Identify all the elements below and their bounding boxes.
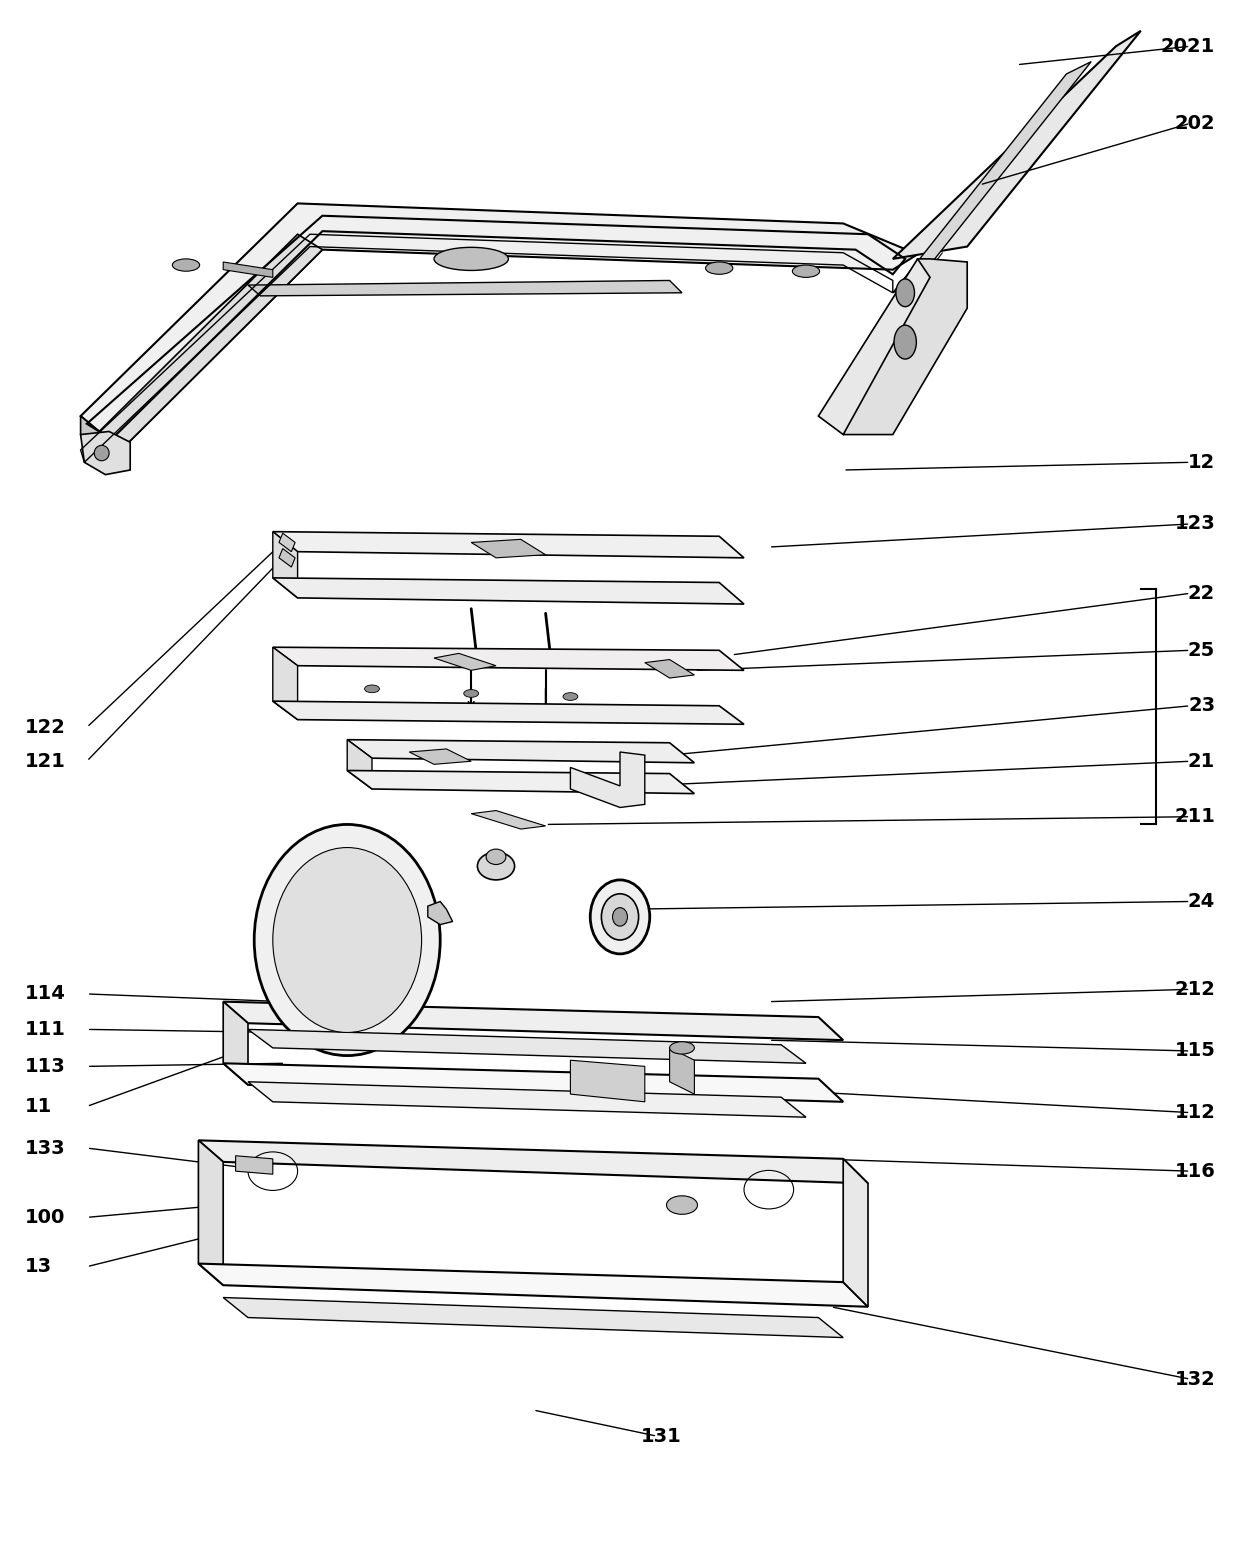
Circle shape xyxy=(273,848,422,1032)
Ellipse shape xyxy=(792,265,820,277)
Ellipse shape xyxy=(670,1042,694,1054)
Polygon shape xyxy=(81,203,918,447)
Polygon shape xyxy=(347,770,694,794)
Polygon shape xyxy=(223,1063,843,1102)
Text: 211: 211 xyxy=(1174,807,1215,826)
Polygon shape xyxy=(347,740,372,789)
Text: 22: 22 xyxy=(1188,584,1215,603)
Text: 133: 133 xyxy=(25,1139,66,1157)
Text: 111: 111 xyxy=(25,1020,66,1039)
Polygon shape xyxy=(248,1029,806,1063)
Text: 21: 21 xyxy=(1188,752,1215,770)
Ellipse shape xyxy=(477,852,515,880)
Polygon shape xyxy=(273,532,298,598)
Text: 11: 11 xyxy=(25,1097,52,1116)
Ellipse shape xyxy=(667,1196,697,1214)
Polygon shape xyxy=(645,660,694,678)
Text: 131: 131 xyxy=(641,1427,682,1445)
Polygon shape xyxy=(279,533,295,552)
Text: 12: 12 xyxy=(1188,453,1215,472)
Polygon shape xyxy=(818,259,930,435)
Polygon shape xyxy=(471,811,546,829)
Polygon shape xyxy=(409,749,471,764)
Text: 113: 113 xyxy=(25,1057,66,1076)
Polygon shape xyxy=(223,1298,843,1338)
Text: 24: 24 xyxy=(1188,892,1215,911)
Polygon shape xyxy=(198,1140,223,1285)
Text: 123: 123 xyxy=(1174,515,1215,533)
Polygon shape xyxy=(347,740,694,763)
Text: 132: 132 xyxy=(1174,1370,1215,1388)
Polygon shape xyxy=(434,653,496,670)
Ellipse shape xyxy=(613,908,627,926)
Ellipse shape xyxy=(706,262,733,274)
Ellipse shape xyxy=(895,279,915,307)
Ellipse shape xyxy=(434,248,508,271)
Polygon shape xyxy=(81,416,124,465)
Polygon shape xyxy=(279,549,295,567)
Polygon shape xyxy=(99,234,322,447)
Text: 115: 115 xyxy=(1174,1042,1215,1060)
Polygon shape xyxy=(843,259,967,435)
Polygon shape xyxy=(893,62,1091,293)
Text: 2021: 2021 xyxy=(1161,37,1215,55)
Text: 122: 122 xyxy=(25,718,66,737)
Text: 212: 212 xyxy=(1174,980,1215,999)
Ellipse shape xyxy=(590,880,650,954)
Text: 202: 202 xyxy=(1174,114,1215,133)
Ellipse shape xyxy=(486,849,506,865)
Polygon shape xyxy=(893,31,1141,259)
Polygon shape xyxy=(198,1264,868,1307)
Text: 13: 13 xyxy=(25,1257,52,1276)
Polygon shape xyxy=(248,280,682,296)
Polygon shape xyxy=(570,752,645,807)
Ellipse shape xyxy=(563,693,578,700)
Polygon shape xyxy=(273,578,744,604)
Polygon shape xyxy=(223,262,273,277)
Text: 121: 121 xyxy=(25,752,66,770)
Polygon shape xyxy=(273,701,744,724)
Polygon shape xyxy=(198,1140,868,1183)
Polygon shape xyxy=(273,532,744,558)
Ellipse shape xyxy=(894,325,916,359)
Polygon shape xyxy=(570,1060,645,1102)
Text: 116: 116 xyxy=(1174,1162,1215,1180)
Polygon shape xyxy=(248,1082,806,1117)
Text: 100: 100 xyxy=(25,1208,66,1227)
Circle shape xyxy=(254,824,440,1056)
Text: 114: 114 xyxy=(25,985,66,1003)
Polygon shape xyxy=(471,539,546,558)
Ellipse shape xyxy=(365,684,379,692)
Polygon shape xyxy=(81,431,130,475)
Polygon shape xyxy=(223,1002,248,1085)
Ellipse shape xyxy=(464,689,479,697)
Polygon shape xyxy=(843,1159,868,1307)
Polygon shape xyxy=(273,647,744,670)
Text: 112: 112 xyxy=(1174,1103,1215,1122)
Ellipse shape xyxy=(94,445,109,461)
Text: 23: 23 xyxy=(1188,697,1215,715)
Polygon shape xyxy=(273,647,298,720)
Ellipse shape xyxy=(601,894,639,940)
Text: 25: 25 xyxy=(1188,641,1215,660)
Polygon shape xyxy=(223,1002,843,1040)
Polygon shape xyxy=(236,1156,273,1174)
Polygon shape xyxy=(670,1048,694,1094)
Polygon shape xyxy=(428,901,453,925)
Ellipse shape xyxy=(172,259,200,271)
